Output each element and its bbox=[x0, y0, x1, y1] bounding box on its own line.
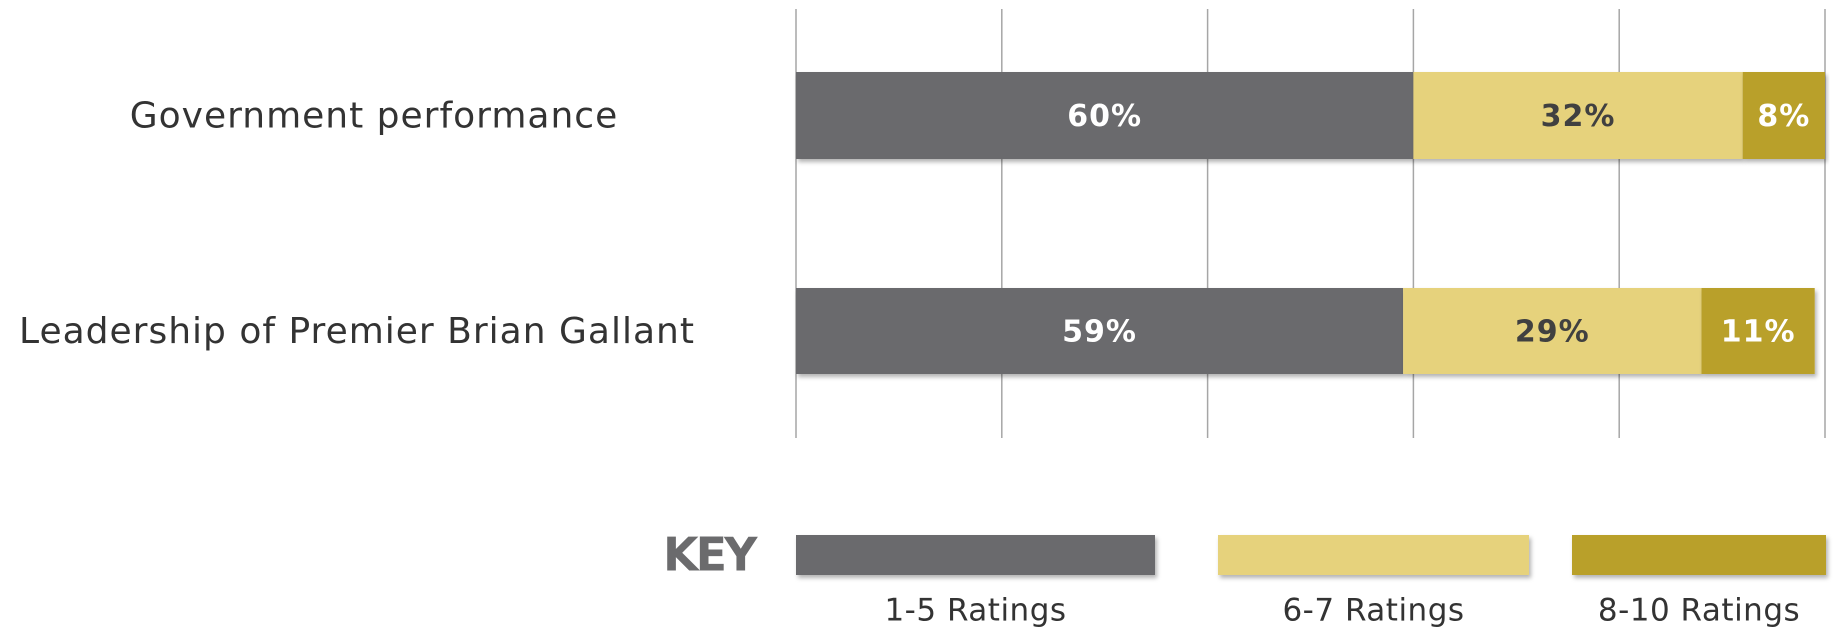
category-label: Government performance bbox=[130, 96, 619, 137]
value-label: 59% bbox=[1062, 315, 1137, 350]
value-label: 32% bbox=[1541, 99, 1616, 134]
value-label: 8% bbox=[1757, 99, 1810, 134]
bar-segment bbox=[796, 288, 1404, 374]
bar-segment bbox=[796, 72, 1414, 159]
bar-segment bbox=[1403, 288, 1702, 374]
bar-segment bbox=[1413, 72, 1743, 159]
legend-label: 8-10 Ratings bbox=[1598, 593, 1800, 628]
bar-segment bbox=[1701, 288, 1815, 374]
legend-swatch bbox=[1218, 535, 1529, 575]
legend-swatch bbox=[1572, 535, 1826, 575]
category-label: Leadership of Premier Brian Gallant bbox=[19, 311, 695, 352]
value-label: 60% bbox=[1067, 99, 1142, 134]
legend-swatch bbox=[796, 535, 1155, 575]
legend-label: 6-7 Ratings bbox=[1282, 593, 1464, 628]
value-label: 29% bbox=[1515, 315, 1590, 350]
legend-title: KEY bbox=[663, 528, 758, 582]
legend-label: 1-5 Ratings bbox=[884, 593, 1066, 628]
value-label: 11% bbox=[1721, 315, 1796, 350]
bar-segment bbox=[1742, 72, 1825, 159]
